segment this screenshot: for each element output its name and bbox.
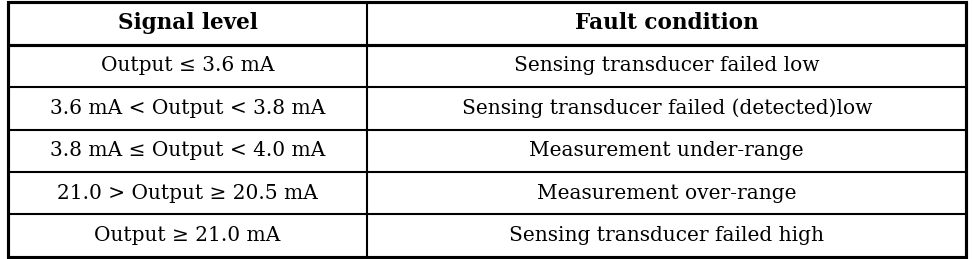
Text: 3.6 mA < Output < 3.8 mA: 3.6 mA < Output < 3.8 mA xyxy=(50,99,325,118)
Bar xyxy=(8,214,367,257)
Bar xyxy=(8,45,367,87)
Bar xyxy=(367,172,966,214)
Text: Output ≤ 3.6 mA: Output ≤ 3.6 mA xyxy=(100,56,275,75)
Bar xyxy=(8,130,367,172)
Bar xyxy=(367,130,966,172)
Text: Sensing transducer failed low: Sensing transducer failed low xyxy=(514,56,819,75)
Text: Sensing transducer failed (detected)low: Sensing transducer failed (detected)low xyxy=(462,98,872,118)
Bar xyxy=(367,214,966,257)
Text: Output ≥ 21.0 mA: Output ≥ 21.0 mA xyxy=(94,226,281,245)
Bar xyxy=(8,87,367,130)
Text: Sensing transducer failed high: Sensing transducer failed high xyxy=(509,226,824,245)
Text: Signal level: Signal level xyxy=(118,12,257,34)
Text: Measurement over-range: Measurement over-range xyxy=(537,184,797,203)
Bar xyxy=(8,2,367,45)
Bar xyxy=(367,87,966,130)
Bar xyxy=(367,2,966,45)
Text: Fault condition: Fault condition xyxy=(575,12,759,34)
Text: 3.8 mA ≤ Output < 4.0 mA: 3.8 mA ≤ Output < 4.0 mA xyxy=(50,141,325,160)
Bar xyxy=(367,45,966,87)
Bar xyxy=(8,172,367,214)
Text: 21.0 > Output ≥ 20.5 mA: 21.0 > Output ≥ 20.5 mA xyxy=(57,184,318,203)
Text: Measurement under-range: Measurement under-range xyxy=(530,141,804,160)
